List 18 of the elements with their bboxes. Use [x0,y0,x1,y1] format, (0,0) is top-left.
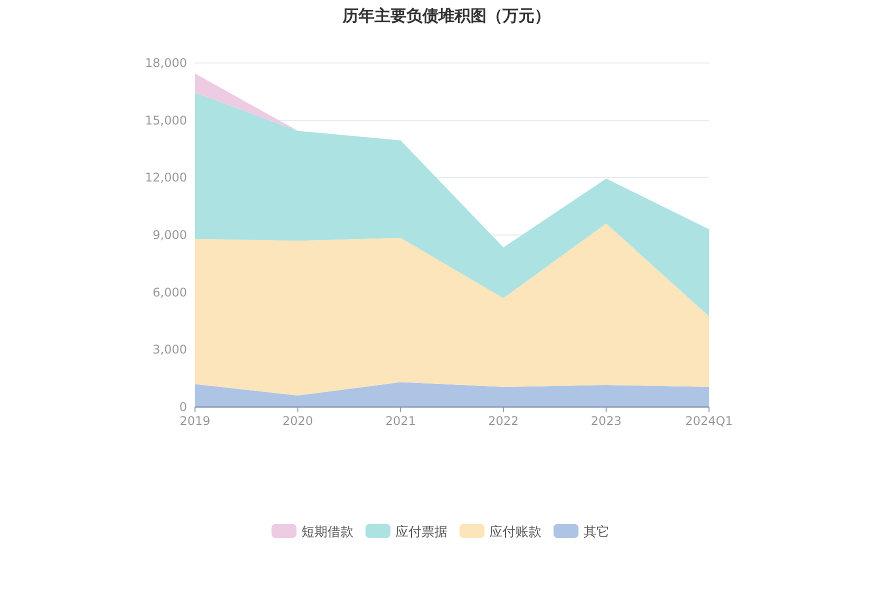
y-tick-label: 9,000 [152,228,187,242]
y-tick-label: 12,000 [145,170,187,185]
legend-label: 其它 [584,524,610,540]
x-tick-label: 2019 [180,414,210,428]
y-tick-label: 3,000 [152,342,187,357]
y-tick-label: 0 [179,400,187,414]
x-tick-label: 2024Q1 [685,414,733,428]
y-tick-label: 6,000 [152,285,187,300]
x-tick-label: 2020 [282,414,314,428]
y-tick-label: 15,000 [145,113,187,128]
x-tick-label: 2022 [488,414,519,428]
y-tick-label: 18,000 [145,56,187,70]
legend-label: 应付账款 [490,524,542,540]
legend-label: 应付票据 [396,524,448,540]
legend-label: 短期借款 [302,525,354,540]
chart-title: 历年主要负债堆积图（万元） [342,6,550,25]
x-tick-label: 2021 [385,414,416,428]
x-tick-label: 2023 [590,414,622,428]
